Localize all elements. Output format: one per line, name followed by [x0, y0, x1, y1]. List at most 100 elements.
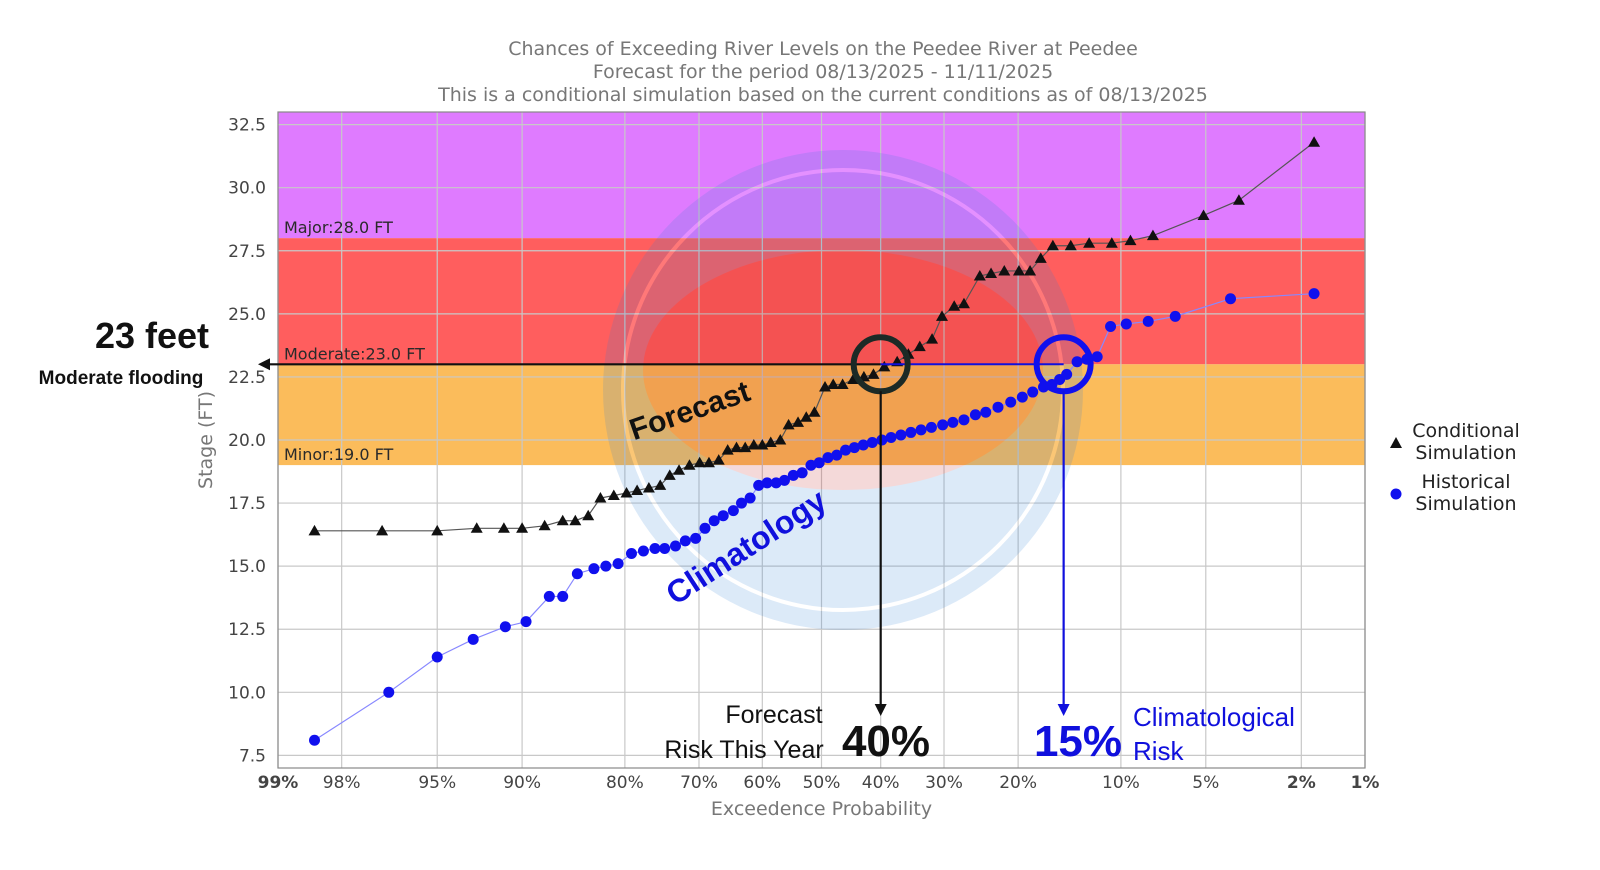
historical-point — [840, 444, 852, 456]
flood-stage-title: 23 feet — [95, 315, 209, 356]
x-tick-label: 20% — [999, 773, 1037, 793]
historical-point — [744, 492, 756, 504]
historical-point — [925, 421, 937, 433]
conditional-point — [948, 300, 961, 311]
x-tick-label: 95% — [418, 773, 456, 793]
legend-entry-label: Conditional — [1412, 420, 1520, 442]
conditional-point — [376, 524, 389, 536]
x-tick-label: 30% — [925, 773, 963, 793]
y-tick-label: 12.5 — [228, 620, 266, 640]
flood-stage-label-major: Major:28.0 FT — [284, 218, 393, 237]
chart-subtitle-period: Forecast for the period 08/13/2025 - 11/… — [593, 61, 1053, 83]
y-tick-label: 27.5 — [228, 242, 266, 262]
historical-point — [735, 497, 747, 509]
historical-point — [1308, 288, 1320, 300]
historical-point — [1120, 318, 1132, 330]
noaa-watermark-icon — [603, 150, 1083, 630]
x-tick-label: 90% — [503, 773, 541, 793]
historical-point — [1027, 386, 1039, 398]
x-tick-label: 60% — [743, 773, 781, 793]
historical-point — [1142, 315, 1154, 327]
conditional-point — [620, 486, 633, 498]
historical-point — [813, 457, 825, 469]
conditional-point — [936, 310, 949, 321]
conditional-point — [663, 469, 676, 480]
conditional-point — [747, 439, 760, 450]
historical-point — [499, 621, 511, 633]
conditional-point — [556, 514, 569, 526]
historical-point — [1169, 310, 1181, 322]
historical-point — [822, 452, 834, 464]
historical-point — [876, 434, 888, 446]
historical-point — [796, 467, 808, 479]
x-tick-label: 5% — [1192, 773, 1219, 793]
historical-point — [520, 616, 532, 628]
chart-subtitle-conditions: This is a conditional simulation based o… — [437, 84, 1208, 106]
x-axis-label: Exceedence Probability — [711, 798, 932, 820]
historical-point — [1071, 356, 1083, 368]
x-tick-label: 98% — [323, 773, 361, 793]
conditional-point — [836, 378, 849, 389]
historical-point — [1225, 293, 1237, 305]
y-tick-label: 15.0 — [228, 557, 266, 577]
historical-point — [690, 532, 702, 544]
historical-point — [557, 590, 569, 602]
conditional-point — [582, 509, 595, 521]
conditional-point — [431, 524, 444, 536]
historical-point — [669, 540, 681, 552]
historical-point — [309, 734, 321, 746]
conditional-point — [712, 454, 725, 465]
legend-triangle-icon — [1390, 437, 1402, 448]
plot-frame — [277, 111, 1366, 769]
flood-stage-label-minor: Minor:19.0 FT — [284, 445, 394, 464]
conditional-point — [702, 456, 715, 468]
historical-point — [848, 442, 860, 454]
historical-point — [612, 558, 624, 570]
conditional-point — [878, 360, 891, 372]
historical-point — [699, 522, 711, 534]
historical-point — [947, 416, 959, 428]
historical-point — [761, 477, 773, 489]
historical-point — [588, 563, 600, 575]
conditional-point — [654, 479, 667, 490]
historical-point — [980, 406, 992, 418]
legend-entry-label: Simulation — [1415, 493, 1516, 515]
conditional-point — [957, 297, 970, 309]
conditional-point — [730, 441, 743, 453]
conditional-point — [1046, 239, 1059, 251]
historical-point — [1005, 396, 1017, 408]
legend-circle-icon — [1390, 488, 1402, 500]
conditional-point — [764, 436, 777, 448]
x-tick-label: 80% — [606, 773, 644, 793]
conditional-point — [673, 464, 686, 475]
forecast-arrowhead-icon — [874, 704, 887, 716]
historical-point — [958, 414, 970, 426]
historical-point — [895, 429, 907, 441]
x-tick-label: 70% — [680, 773, 718, 793]
flood-stage-subtitle: Moderate flooding — [39, 368, 204, 389]
historical-point — [1061, 368, 1073, 380]
historical-point — [770, 477, 782, 489]
historical-point — [431, 651, 443, 663]
forecast-risk-label-line2: Risk This Year — [664, 736, 823, 764]
historical-point — [787, 469, 799, 481]
historical-point — [625, 548, 637, 560]
x-tick-label: 50% — [803, 773, 841, 793]
conditional-point — [1308, 136, 1321, 147]
historical-point — [727, 505, 739, 517]
historical-point — [885, 431, 897, 443]
conditional-point — [973, 270, 986, 281]
historical-point — [992, 401, 1004, 413]
conditional-point — [985, 267, 998, 278]
climatology-risk-label-line2: Risk — [1133, 736, 1185, 766]
x-tick-label: 10% — [1102, 773, 1140, 793]
climatology-risk-percent: 15% — [1034, 717, 1122, 766]
conditional-point — [1124, 234, 1137, 246]
conditional-point — [913, 340, 926, 352]
historical-point — [679, 535, 691, 547]
y-tick-label: 20.0 — [228, 431, 266, 451]
conditional-point — [594, 492, 607, 503]
legend: ConditionalSimulationHistoricalSimulatio… — [1390, 420, 1520, 515]
legend-entry-label: Simulation — [1415, 442, 1516, 464]
